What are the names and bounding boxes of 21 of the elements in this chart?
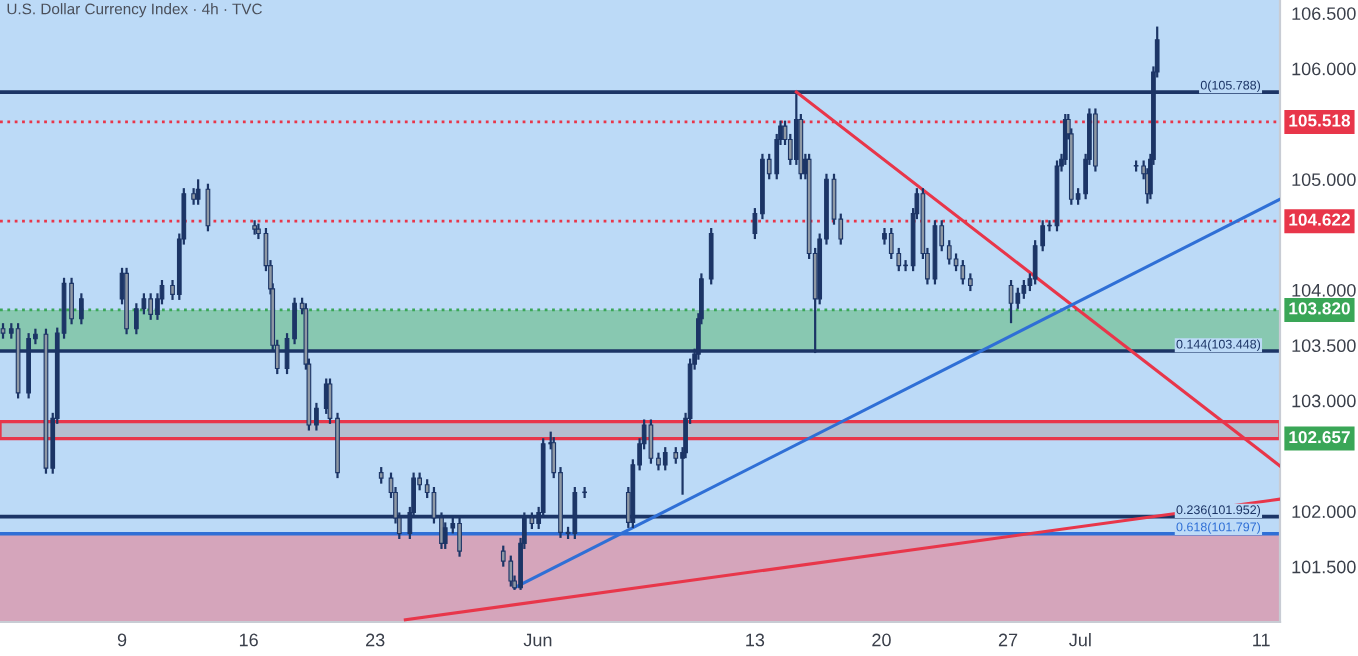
x-tick-label: 11: [1253, 633, 1270, 647]
y-tick-label: 101.500: [1292, 560, 1356, 574]
y-tick-label: 102.000: [1292, 505, 1356, 519]
y-tick-label: 106.500: [1292, 7, 1356, 20]
x-tick-label: 20: [872, 633, 891, 647]
x-tick-label: 16: [239, 633, 258, 647]
ref-line-label: 104.622: [1289, 213, 1350, 226]
y-tick-label: 105.000: [1292, 173, 1356, 187]
x-tick-label: 27: [998, 633, 1018, 647]
x-tick-label: 13: [746, 633, 765, 647]
band-label: 102.657: [1289, 431, 1350, 444]
x-tick-label: 23: [366, 633, 385, 647]
x-tick-label: Jul: [1069, 633, 1091, 647]
y-tick-label: 103.500: [1292, 339, 1356, 353]
y-tick-label: 104.000: [1292, 283, 1356, 297]
ref-line-label: 105.518: [1289, 114, 1351, 127]
y-tick-label: 103.000: [1292, 394, 1356, 408]
y-tick-label: 106.000: [1292, 62, 1356, 76]
x-tick-label: 9: [117, 633, 127, 647]
ref-line-label: 103.820: [1289, 302, 1350, 315]
x-tick-label: Jun: [523, 633, 552, 647]
